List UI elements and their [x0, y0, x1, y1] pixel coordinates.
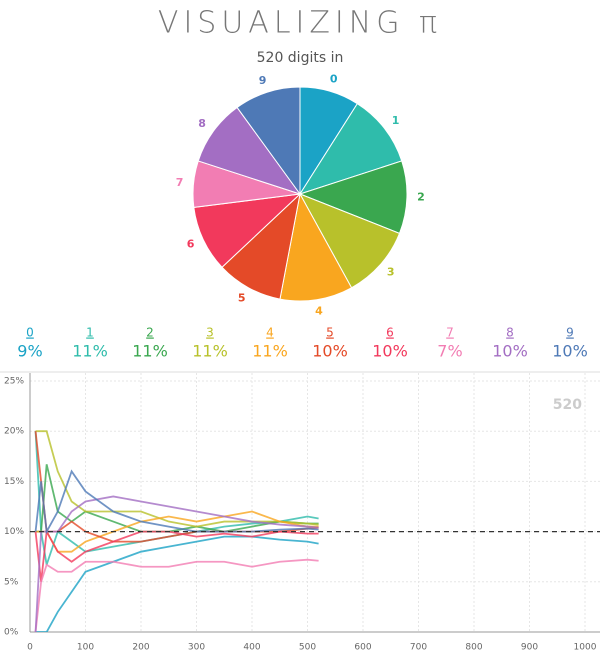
digit-label: 1: [86, 326, 94, 340]
x-tick-label: 0: [27, 643, 33, 653]
slice-label: 5: [238, 291, 246, 304]
y-tick-label: 5%: [4, 577, 19, 587]
x-tick-label: 300: [188, 643, 205, 653]
y-tick-label: 25%: [4, 377, 24, 387]
pie-slice: [298, 160, 408, 235]
series-line: [34, 469, 319, 535]
y-tick-label: 0%: [4, 628, 19, 638]
percent-label: 10%: [372, 342, 408, 361]
x-tick-label: 200: [132, 643, 149, 653]
slice-label: 8: [198, 117, 206, 130]
digit-label: 8: [506, 326, 514, 340]
percent-label: 11%: [72, 342, 108, 361]
percent-label: 10%: [492, 342, 528, 361]
y-tick-label: 20%: [4, 427, 24, 437]
x-tick-label: 100: [77, 643, 94, 653]
slice-label: 1: [392, 114, 400, 127]
x-tick-label: 1000: [574, 643, 597, 653]
slice-label: 0: [330, 73, 338, 86]
x-tick-label: 700: [410, 643, 427, 653]
y-tick-label: 10%: [4, 527, 24, 537]
watermark: 520: [553, 397, 582, 413]
pie-slice: [298, 102, 403, 195]
digit-label: 4: [266, 326, 274, 340]
slice-label: 7: [176, 176, 184, 189]
series-line: [35, 430, 319, 528]
series-line: [34, 558, 319, 632]
slice-label: 2: [417, 191, 425, 204]
percent-label: 10%: [552, 342, 588, 361]
pie-slice: [279, 192, 353, 302]
slice-label: 3: [387, 266, 395, 279]
x-tick-label: 900: [521, 643, 538, 653]
x-tick-label: 400: [243, 643, 260, 653]
pie-slice: [298, 193, 401, 289]
slice-label: 6: [187, 238, 195, 251]
x-tick-label: 800: [465, 643, 482, 653]
pie-slice: [236, 86, 301, 196]
slice-label: 4: [315, 305, 323, 318]
subtitle: 520 digits in: [257, 50, 344, 66]
x-tick-label: 600: [354, 643, 371, 653]
percent-label: 7%: [437, 342, 462, 361]
series-line: [35, 535, 319, 632]
title: VISUALIZING π: [158, 6, 442, 41]
digit-label: 6: [386, 326, 394, 340]
percent-label: 10%: [312, 342, 348, 361]
digit-label: 3: [206, 326, 214, 340]
x-tick-label: 500: [299, 643, 316, 653]
digit-label: 2: [146, 326, 154, 340]
percent-label: 11%: [252, 342, 288, 361]
digit-label: 0: [26, 326, 34, 340]
slice-label: 9: [259, 74, 267, 87]
digit-label: 9: [566, 326, 574, 340]
digit-label: 7: [446, 326, 454, 340]
percent-label: 11%: [132, 342, 168, 361]
percent-label: 11%: [192, 342, 228, 361]
digit-label: 5: [326, 326, 334, 340]
y-tick-label: 15%: [4, 477, 24, 487]
percent-label: 9%: [17, 342, 42, 361]
